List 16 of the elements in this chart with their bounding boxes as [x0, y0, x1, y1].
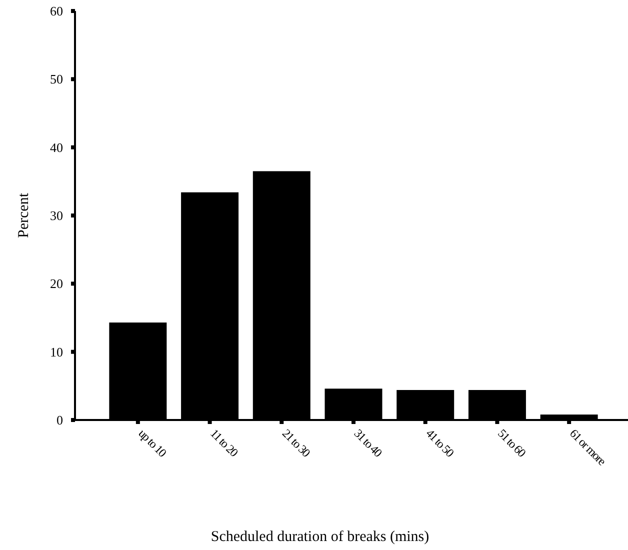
y-tick-label: 30	[50, 208, 63, 224]
x-tick-label: 51 to 60	[495, 426, 529, 460]
y-tick-label: 0	[56, 412, 63, 428]
x-axis-title: Scheduled duration of breaks (mins)	[210, 529, 430, 545]
y-axis-title: Percent	[16, 192, 32, 238]
x-tick-label: 31 to 40	[351, 426, 386, 460]
x-tick-label: 41 to 50	[423, 426, 457, 460]
x-tick-label: 21 to 30	[280, 426, 314, 460]
x-tick-label: 61 or more	[566, 426, 609, 468]
y-tick-label: 40	[50, 140, 63, 155]
y-tick-label: 10	[50, 344, 63, 360]
y-tick-label: 20	[50, 276, 63, 292]
x-tick-label: 11 to 20	[208, 426, 242, 460]
x-tick-label: up to 10	[136, 426, 170, 460]
y-tick-label: 60	[50, 4, 63, 19]
y-tick-label: 50	[50, 72, 63, 87]
